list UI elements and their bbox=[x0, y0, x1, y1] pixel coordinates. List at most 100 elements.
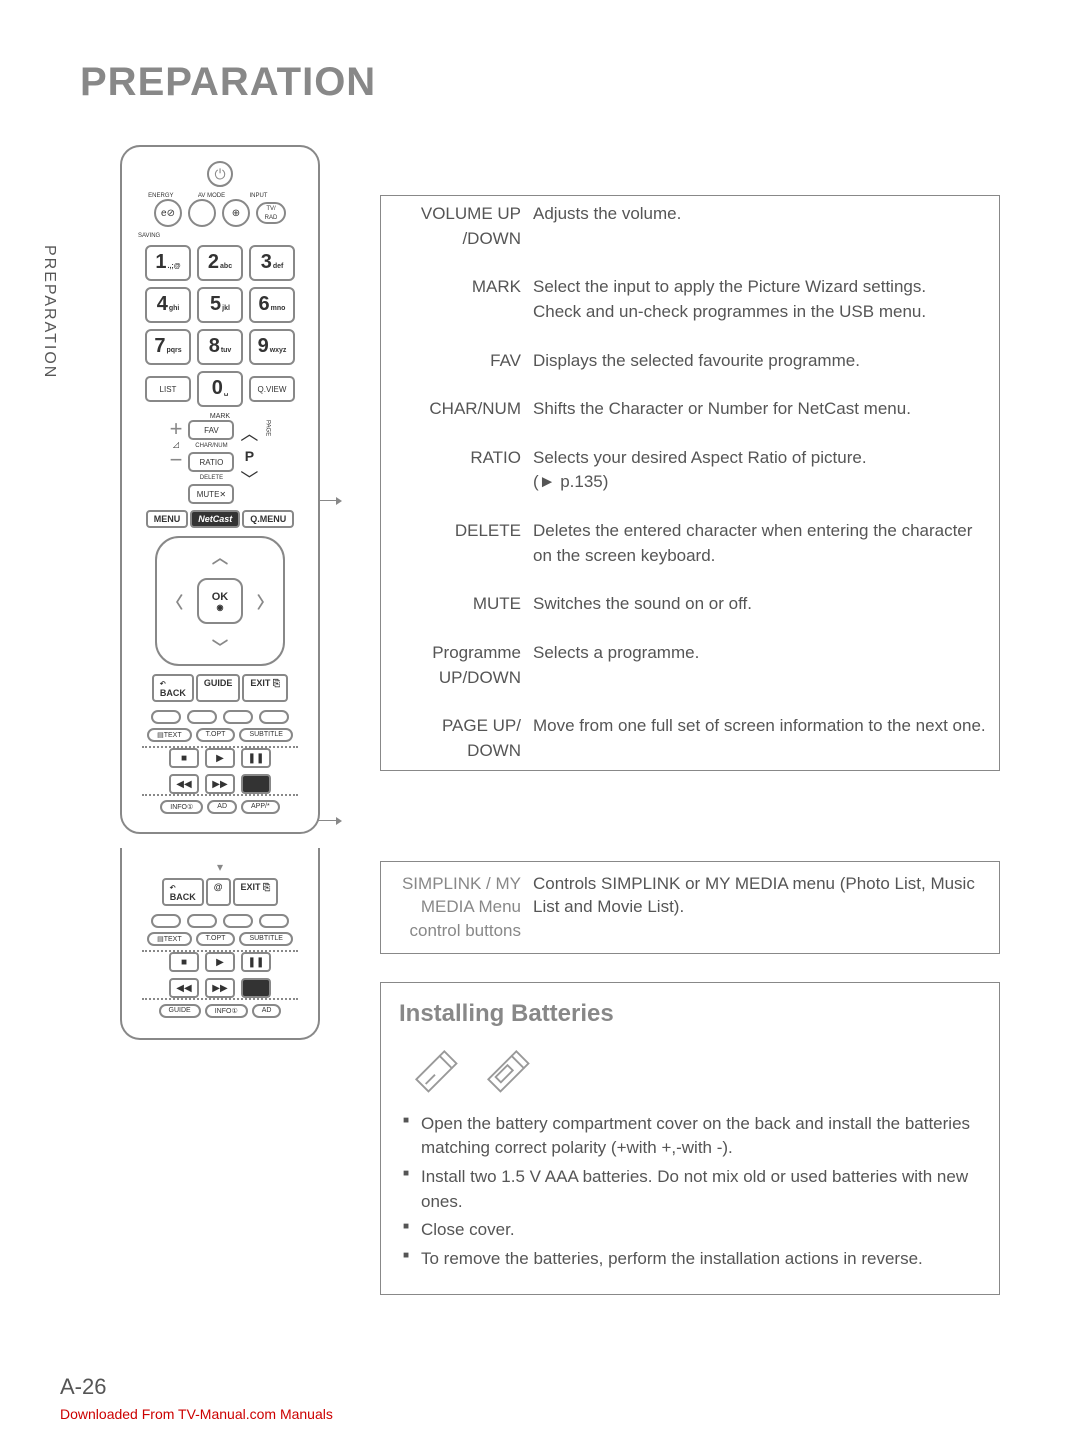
blue-button bbox=[259, 914, 289, 928]
app-button: APP/* bbox=[241, 800, 280, 814]
desc: Selects your desired Aspect Ratio of pic… bbox=[533, 446, 989, 495]
vertical-preparation-label: PREPARATION bbox=[40, 245, 58, 379]
button-definitions-table: VOLUME UP /DOWNAdjusts the volume. MARKS… bbox=[380, 195, 1000, 771]
download-note: Downloaded From TV-Manual.com Manuals bbox=[60, 1406, 333, 1422]
exit-button: EXIT ⎘ bbox=[242, 674, 288, 702]
pause-icon: ❚❚ bbox=[241, 952, 271, 972]
subtitle-button: SUBTITLE bbox=[239, 728, 292, 742]
text-button: ▤TEXT bbox=[147, 932, 192, 946]
simplink-icon bbox=[241, 774, 271, 794]
key-0: 0␣ bbox=[197, 371, 243, 407]
power-icon: ⏻ bbox=[207, 161, 233, 187]
yellow-button bbox=[223, 710, 253, 724]
arrow-left-icon: 〈 bbox=[167, 589, 183, 613]
desc: Select the input to apply the Picture Wi… bbox=[533, 275, 989, 324]
at-button: @ bbox=[206, 878, 231, 906]
menu-button: MENU bbox=[146, 510, 189, 528]
charnum-label: CHAR/NUM bbox=[195, 443, 227, 449]
label-energy: ENERGY bbox=[148, 193, 173, 199]
mark-label: MARK bbox=[132, 413, 308, 420]
page-number: A-26 bbox=[60, 1374, 106, 1400]
desc: Selects a programme. bbox=[533, 641, 989, 690]
page-up-icon: ︿ bbox=[240, 420, 258, 446]
rewind-icon: ◀◀ bbox=[169, 978, 199, 998]
ad-button: AD bbox=[207, 800, 237, 814]
arrow-down-icon: ﹀ bbox=[212, 634, 228, 658]
volume-down-icon: − bbox=[170, 451, 183, 469]
pause-icon: ❚❚ bbox=[241, 748, 271, 768]
info-button: INFO① bbox=[205, 1004, 248, 1018]
topt-button: T.OPT bbox=[196, 932, 236, 946]
desc: Displays the selected favourite programm… bbox=[533, 349, 989, 374]
arrow-right-icon: 〉 bbox=[257, 589, 273, 613]
avmode-button bbox=[188, 199, 216, 227]
red-button bbox=[151, 710, 181, 724]
term: SIMPLINK / MY MEDIA Menu control buttons bbox=[391, 872, 521, 943]
remote-control-diagram: ⏻ ENERGY AV MODE INPUT e⊘ ⊕ TV/RAD SAVIN… bbox=[120, 145, 320, 834]
battery-step: Open the battery compartment cover on th… bbox=[403, 1112, 981, 1161]
key-6: 6mno bbox=[249, 287, 295, 323]
ratio-button: RATIO bbox=[188, 452, 234, 472]
key-4: 4ghi bbox=[145, 287, 191, 323]
desc: Shifts the Character or Number for NetCa… bbox=[533, 397, 989, 422]
green-button bbox=[187, 710, 217, 724]
key-8: 8tuv bbox=[197, 329, 243, 365]
key-1: 1.,;@ bbox=[145, 245, 191, 281]
ok-button: OK ◉ bbox=[197, 578, 243, 624]
guide-button: GUIDE bbox=[159, 1004, 201, 1018]
delete-label: DELETE bbox=[200, 475, 223, 481]
green-button bbox=[187, 914, 217, 928]
term: RATIO bbox=[391, 446, 521, 495]
key-3: 3def bbox=[249, 245, 295, 281]
page-label: PAGE bbox=[264, 420, 270, 436]
desc: Move from one full set of screen informa… bbox=[533, 714, 989, 763]
back-button: ↶BACK bbox=[162, 878, 204, 906]
subtitle-button: SUBTITLE bbox=[239, 932, 292, 946]
stop-icon: ■ bbox=[169, 748, 199, 768]
fav-button: FAV bbox=[188, 420, 234, 440]
netcast-button: NetCast bbox=[190, 510, 240, 528]
term: MARK bbox=[391, 275, 521, 324]
tvrad-button: TV/RAD bbox=[256, 202, 286, 224]
desc: Controls SIMPLINK or MY MEDIA menu (Phot… bbox=[533, 872, 989, 943]
text-button: ▤TEXT bbox=[147, 728, 192, 742]
key-5: 5jkl bbox=[197, 287, 243, 323]
remote-control-lower: ▾ ↶BACK @ EXIT ⎘ ▤TEXT T.OPT SUBTITLE bbox=[120, 848, 320, 1040]
desc: Deletes the entered character when enter… bbox=[533, 519, 989, 568]
term: MUTE bbox=[391, 592, 521, 617]
term: FAV bbox=[391, 349, 521, 374]
mute-button: MUTE✕ bbox=[188, 484, 234, 504]
page-down-icon: ﹀ bbox=[240, 466, 258, 492]
qview-button: Q.VIEW bbox=[249, 376, 295, 402]
energy-button: e⊘ bbox=[154, 199, 182, 227]
desc: Switches the sound on or off. bbox=[533, 592, 989, 617]
input-button: ⊕ bbox=[222, 199, 250, 227]
navigation-wheel: ︿ ﹀ 〈 〉 OK ◉ bbox=[155, 536, 285, 666]
battery-step: Close cover. bbox=[403, 1218, 981, 1243]
stop-icon: ■ bbox=[169, 952, 199, 972]
desc: Adjusts the volume. bbox=[533, 202, 989, 251]
info-button: INFO① bbox=[160, 800, 203, 814]
key-7: 7pqrs bbox=[145, 329, 191, 365]
topt-button: T.OPT bbox=[196, 728, 236, 742]
ad-button: AD bbox=[252, 1004, 282, 1018]
saving-label: SAVING bbox=[132, 233, 308, 239]
installing-batteries-heading: Installing Batteries bbox=[399, 997, 981, 1032]
forward-icon: ▶▶ bbox=[205, 774, 235, 794]
term: DELETE bbox=[391, 519, 521, 568]
key-2: 2abc bbox=[197, 245, 243, 281]
simplink-definition: SIMPLINK / MY MEDIA Menu control buttons… bbox=[380, 861, 1000, 954]
play-icon: ▶ bbox=[205, 952, 235, 972]
battery-step: Install two 1.5 V AAA batteries. Do not … bbox=[403, 1165, 981, 1214]
battery-step: To remove the batteries, perform the ins… bbox=[403, 1247, 981, 1272]
battery-illustration bbox=[399, 1042, 981, 1098]
p-label: P bbox=[245, 448, 254, 464]
section-title: PREPARATION bbox=[80, 60, 1000, 105]
red-button bbox=[151, 914, 181, 928]
yellow-button bbox=[223, 914, 253, 928]
term: Programme UP/DOWN bbox=[391, 641, 521, 690]
battery-icon bbox=[407, 1042, 463, 1098]
guide-button: GUIDE bbox=[196, 674, 241, 702]
rewind-icon: ◀◀ bbox=[169, 774, 199, 794]
key-9: 9wxyz bbox=[249, 329, 295, 365]
